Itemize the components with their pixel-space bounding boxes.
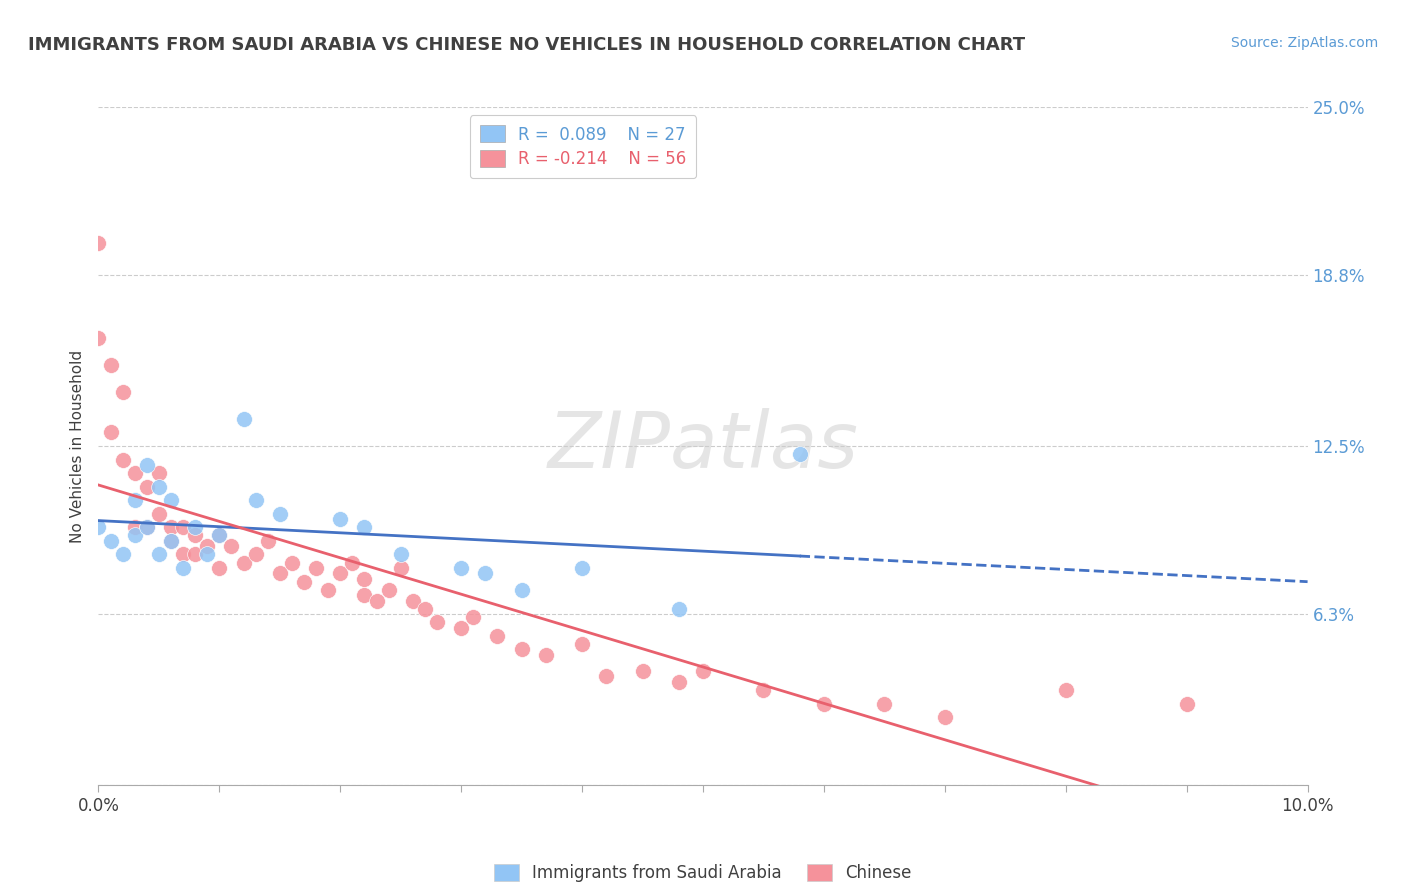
Point [87,520,110,534]
Point [100,533,122,548]
Point [1175,697,1198,711]
Point [269,507,291,521]
Y-axis label: No Vehicles in Household: No Vehicles in Household [69,350,84,542]
Point [148,480,170,494]
Point [934,710,956,724]
Point [426,615,449,630]
Point [789,447,811,461]
Point [160,533,183,548]
Point [172,548,194,562]
Point [160,493,183,508]
Point [148,507,170,521]
Point [305,561,328,575]
Point [245,493,267,508]
Point [377,582,399,597]
Point [111,548,134,562]
Point [353,588,375,602]
Point [329,566,352,581]
Point [1054,683,1077,698]
Point [668,601,690,615]
Point [172,520,194,534]
Point [135,480,157,494]
Point [389,548,412,562]
Point [208,561,231,575]
Point [232,556,254,570]
Point [100,425,122,440]
Point [510,582,533,597]
Point [184,520,207,534]
Point [692,664,714,678]
Point [195,539,218,553]
Point [148,466,170,480]
Point [111,452,134,467]
Point [873,697,896,711]
Point [450,561,472,575]
Point [342,556,364,570]
Point [256,533,278,548]
Point [208,528,231,542]
Point [135,458,157,472]
Point [450,621,472,635]
Point [160,533,183,548]
Point [292,574,315,589]
Point [389,561,412,575]
Point [87,330,110,344]
Point [232,412,254,426]
Point [135,520,157,534]
Point [281,556,304,570]
Point [631,664,654,678]
Point [813,697,835,711]
Point [752,683,775,698]
Point [353,572,375,586]
Point [195,548,218,562]
Point [413,601,436,615]
Point [668,674,690,689]
Point [124,528,146,542]
Point [124,466,146,480]
Point [124,520,146,534]
Point [100,358,122,372]
Point [221,539,243,553]
Point [571,561,593,575]
Legend: Immigrants from Saudi Arabia, Chinese: Immigrants from Saudi Arabia, Chinese [484,855,922,892]
Point [534,648,557,662]
Point [135,520,157,534]
Text: IMMIGRANTS FROM SAUDI ARABIA VS CHINESE NO VEHICLES IN HOUSEHOLD CORRELATION CHA: IMMIGRANTS FROM SAUDI ARABIA VS CHINESE … [28,36,1025,54]
Point [595,669,617,683]
Point [353,520,375,534]
Text: ZIPatlas: ZIPatlas [547,408,859,484]
Point [571,637,593,651]
Point [366,593,388,607]
Point [463,610,485,624]
Point [269,566,291,581]
Point [245,548,267,562]
Point [184,548,207,562]
Point [474,566,496,581]
Point [402,593,425,607]
Point [316,582,339,597]
Point [124,493,146,508]
Point [111,384,134,399]
Point [510,642,533,657]
Point [87,235,110,250]
Point [184,528,207,542]
Text: Source: ZipAtlas.com: Source: ZipAtlas.com [1230,36,1378,50]
Point [172,561,194,575]
Point [486,629,509,643]
Point [148,548,170,562]
Point [208,528,231,542]
Point [329,512,352,526]
Point [160,520,183,534]
